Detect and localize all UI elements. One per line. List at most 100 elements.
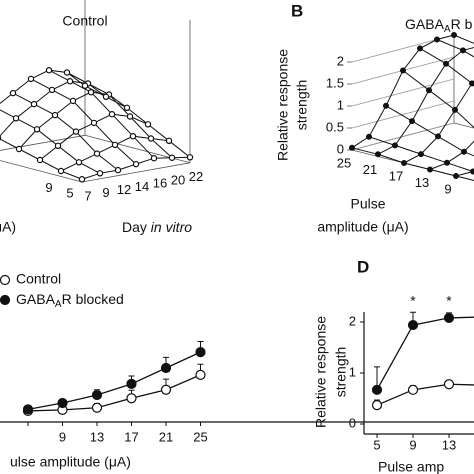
series-line <box>27 351 201 410</box>
floor-edge <box>81 162 191 183</box>
x-axis-label: ulse amplitude (μA) <box>10 454 131 470</box>
marker <box>147 135 155 142</box>
panel-title-part: R b <box>451 16 473 32</box>
marker <box>126 378 137 390</box>
marker <box>12 115 20 122</box>
marker <box>469 80 474 87</box>
z-tick-label: 0 <box>337 141 344 156</box>
x-axis-label: Pulse amp <box>378 459 444 474</box>
marker <box>114 166 122 174</box>
marker <box>57 397 68 409</box>
z-tick-label: 1.5 <box>326 75 344 90</box>
marker <box>63 69 71 76</box>
marker <box>375 151 382 158</box>
annotation: * <box>410 293 416 309</box>
marker <box>9 89 17 97</box>
marker <box>407 384 419 395</box>
mesh-row <box>351 34 455 149</box>
mesh-row <box>377 46 474 155</box>
marker <box>33 126 41 133</box>
x-tick-label: 7 <box>84 188 91 203</box>
marker <box>75 159 83 166</box>
mesh-col <box>419 47 474 87</box>
marker <box>349 144 356 151</box>
x-tick-label: 13 <box>90 429 104 444</box>
legend-label: Control <box>16 271 61 287</box>
z-tick-label: 1 <box>337 97 344 112</box>
annotation: * <box>446 293 452 309</box>
mesh-row <box>455 170 474 177</box>
marker <box>453 173 460 180</box>
marker <box>392 142 399 149</box>
series-line <box>27 374 201 412</box>
z-axis-label: Relative response <box>275 49 291 161</box>
marker <box>93 150 101 157</box>
marker <box>470 168 474 175</box>
grid-line <box>351 100 455 129</box>
marker <box>443 312 455 324</box>
marker <box>160 384 172 395</box>
marker <box>0 294 11 306</box>
x-tick-label: 9 <box>59 429 66 444</box>
marker <box>45 66 53 74</box>
z-axis-label: strength <box>294 80 310 131</box>
y-tick-label: 5 <box>66 185 73 200</box>
marker <box>91 402 103 413</box>
marker <box>186 154 194 161</box>
marker <box>22 404 34 415</box>
marker <box>366 133 373 140</box>
marker <box>460 47 467 54</box>
marker <box>48 86 56 94</box>
x-tick-label: 9 <box>409 437 416 452</box>
marker <box>36 156 44 164</box>
marker <box>123 104 131 112</box>
marker <box>54 142 62 149</box>
x-axis-label: amplitude (μA) <box>317 219 408 235</box>
x-tick-label: 9 <box>102 185 109 200</box>
y-axis-label: Relative response <box>313 316 329 428</box>
panel-title-part: GABA <box>405 16 445 32</box>
legend-label: GABAAR blocked <box>16 291 124 310</box>
marker <box>371 400 383 411</box>
marker <box>427 166 434 173</box>
marker <box>383 102 390 109</box>
mesh-col <box>84 85 191 158</box>
panel-title-sub: A <box>444 24 451 35</box>
marker <box>401 160 408 167</box>
marker <box>102 93 110 101</box>
marker <box>451 31 458 38</box>
y-axis-label: strength <box>333 347 349 398</box>
panel-title: Control <box>62 13 107 29</box>
marker <box>168 154 176 161</box>
y-tick-label: 25 <box>337 155 351 170</box>
mesh-col <box>385 105 474 157</box>
x-tick-label: 5 <box>373 437 380 452</box>
panel-title: GABAAR b <box>405 16 473 35</box>
x-axis-label-part: Day <box>122 219 147 235</box>
marker <box>434 36 441 43</box>
marker <box>27 75 35 83</box>
marker <box>132 160 140 168</box>
marker <box>78 176 86 183</box>
mesh-col <box>66 72 173 159</box>
y-tick-label: 9 <box>444 181 451 196</box>
marker <box>81 82 89 90</box>
marker <box>108 110 116 118</box>
marker <box>90 119 98 127</box>
marker <box>409 118 416 125</box>
y-tick-label: 9 <box>45 180 52 195</box>
mesh-row <box>403 80 474 164</box>
marker <box>160 362 172 374</box>
mesh-col <box>0 138 83 180</box>
marker <box>452 106 459 113</box>
floor-edge <box>0 134 86 151</box>
grid-line <box>351 122 455 151</box>
y-tick-label: 13 <box>415 175 429 190</box>
y-tick-label: 17 <box>389 168 403 183</box>
floor-edge <box>0 160 83 183</box>
marker <box>407 319 419 331</box>
marker <box>91 389 103 401</box>
series-line <box>376 383 474 406</box>
x-tick-label: 20 <box>171 172 185 187</box>
